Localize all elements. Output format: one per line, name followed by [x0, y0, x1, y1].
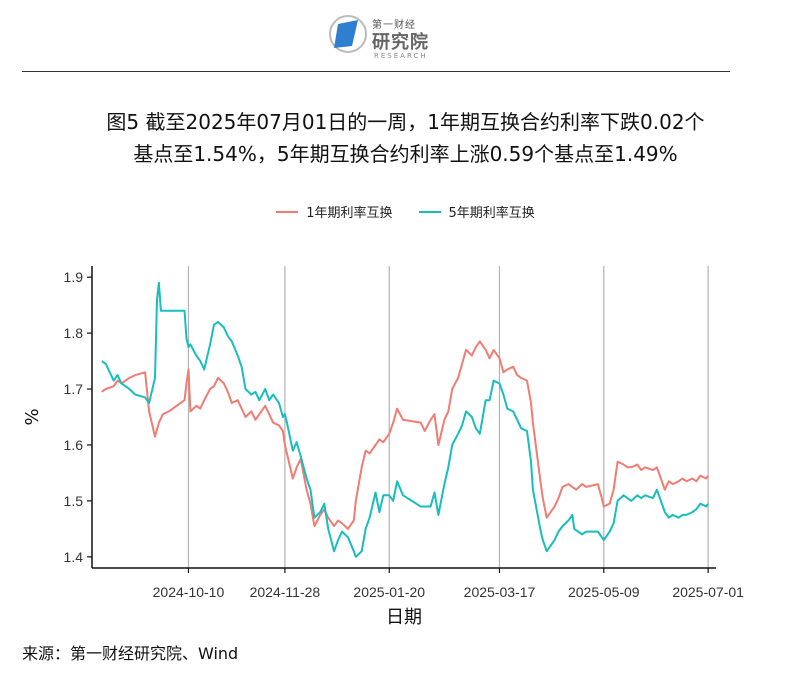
- legend-label-5y: 5年期利率互换: [448, 206, 535, 221]
- logo-small-text: 第一财经: [372, 20, 416, 31]
- x-tick-label-1: 2024-11-28: [250, 584, 321, 600]
- x-tick-label-3: 2025-03-17: [464, 584, 536, 600]
- y-axis-label: %: [22, 408, 43, 425]
- chart-legend: 1年期利率互换 5年期利率互换: [0, 202, 811, 221]
- legend-item-5y: 5年期利率互换: [418, 202, 535, 221]
- logo-big-text: 研究院: [372, 32, 429, 53]
- y-tick-label-1: 1.5: [64, 493, 84, 509]
- figure-title-line1: 图5 截至2025年07月01日的一周，1年期互换合约利率下跌0.02个: [106, 110, 705, 134]
- series-line-5y: [101, 281, 709, 558]
- y-tick-label-0: 1.4: [64, 549, 84, 565]
- figure-title-line2: 基点至1.54%，5年期互换合约利率上涨0.59个基点至1.49%: [133, 142, 678, 166]
- y-tick-label-4: 1.8: [64, 325, 84, 341]
- x-tick-label-5: 2025-07-01: [672, 584, 744, 600]
- y-tick-label-2: 1.6: [64, 437, 84, 453]
- x-tick-label-0: 2024-10-10: [153, 584, 225, 600]
- x-tick-label-4: 2025-05-09: [568, 584, 640, 600]
- figure-title: 图5 截至2025年07月01日的一周，1年期互换合约利率下跌0.02个 基点至…: [0, 106, 811, 170]
- source-note: 来源：第一财经研究院、Wind: [22, 644, 239, 663]
- x-tick-label-2: 2025-01-20: [353, 584, 425, 600]
- legend-item-1y: 1年期利率互换: [276, 202, 393, 221]
- legend-label-1y: 1年期利率互换: [306, 206, 393, 221]
- legend-swatch-5y: [418, 210, 441, 213]
- legend-swatch-1y: [276, 210, 299, 213]
- logo-sub-text: RESEARCH: [374, 52, 428, 60]
- y-tick-label-5: 1.9: [64, 269, 84, 285]
- series-line-1y: [101, 340, 709, 530]
- logo: 第一财经 研究院 RESEARCH: [328, 10, 458, 60]
- y-tick-label-3: 1.7: [64, 381, 84, 397]
- x-axis-label: 日期: [386, 607, 422, 628]
- header-divider: [22, 71, 730, 72]
- logo-mark-icon: [329, 15, 367, 53]
